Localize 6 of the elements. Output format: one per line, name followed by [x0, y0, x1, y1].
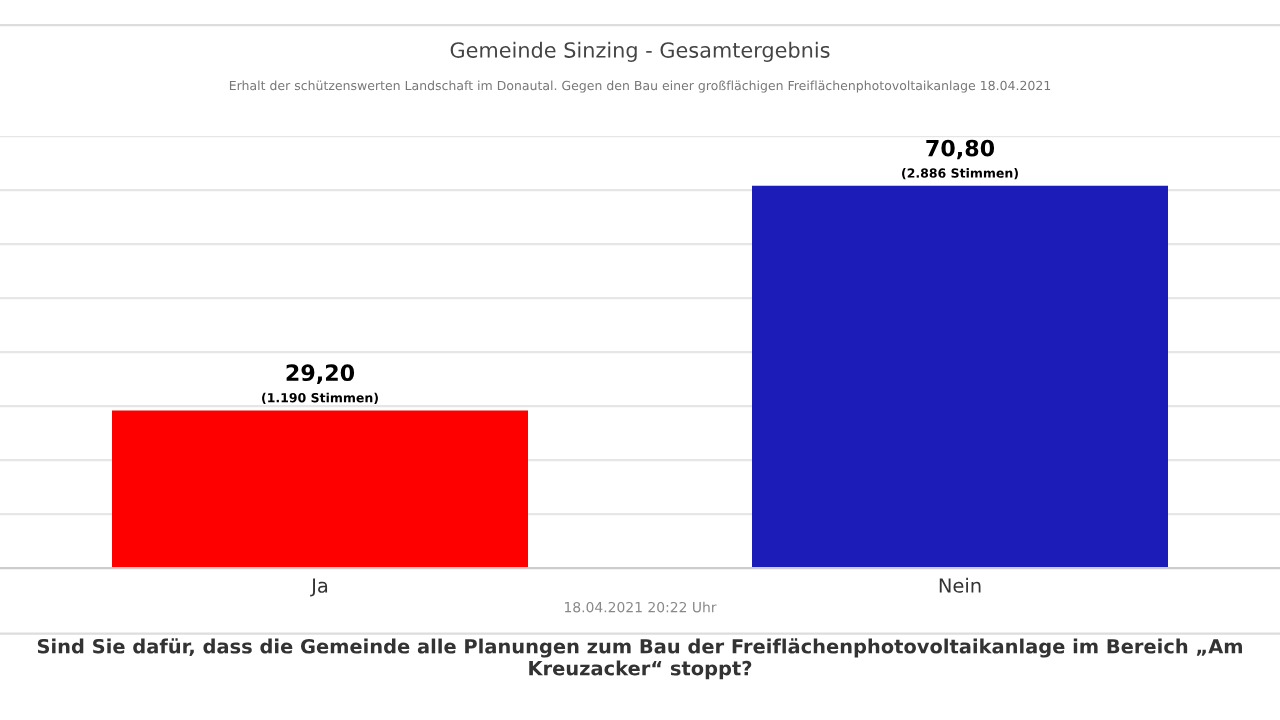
data-label: 29,20	[286, 364, 355, 384]
chart-title: Gemeinde Sinzing - Gesamtergebnis	[450, 41, 830, 62]
data-label: 70,80	[926, 139, 995, 160]
x-tick-label: Nein	[939, 577, 981, 593]
x-tick-label: Ja	[310, 578, 328, 597]
text: Sind Sie dafür, dass die Gemeinde alle Planungen zum Bau der Freiflächenphotovoltaikanlage im Bereich „Am Kreuzacker“ stoppt?	[37, 638, 1242, 680]
